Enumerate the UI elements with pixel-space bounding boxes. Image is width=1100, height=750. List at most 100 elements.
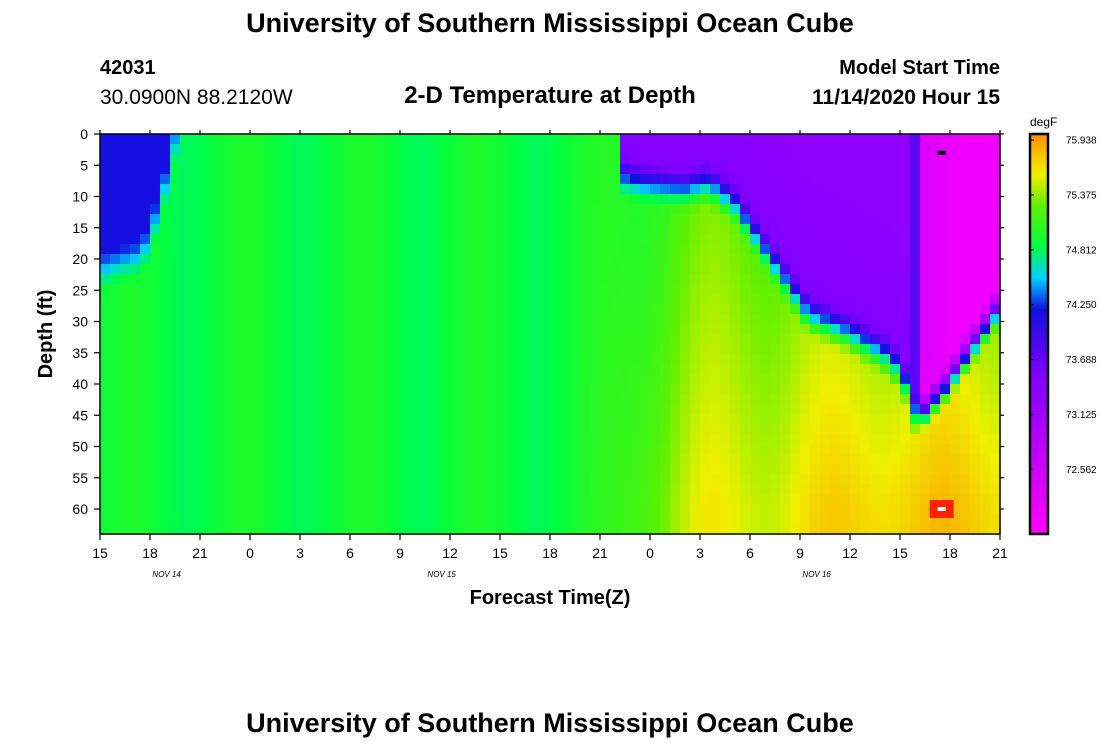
heatmap-cell (370, 464, 381, 475)
heatmap-cell (740, 384, 751, 395)
heatmap-cell (460, 384, 471, 395)
heatmap-cell (710, 294, 721, 305)
heatmap-cell (400, 484, 411, 495)
heatmap-cell (610, 374, 621, 385)
heatmap-cell (570, 154, 581, 165)
heatmap-cell (690, 224, 701, 235)
heatmap-cell (930, 334, 941, 345)
heatmap-cell (600, 204, 611, 215)
heatmap-cell (620, 304, 631, 315)
heatmap-cell (920, 494, 931, 505)
heatmap-cell (480, 294, 491, 305)
heatmap-cell (390, 154, 401, 165)
heatmap-cell (580, 514, 591, 525)
heatmap-cell (780, 324, 791, 335)
heatmap-cell (370, 294, 381, 305)
heatmap-cell (180, 394, 191, 405)
heatmap-cell (880, 284, 891, 295)
heatmap-cell (600, 464, 611, 475)
heatmap-cell (340, 464, 351, 475)
heatmap-cell (440, 174, 451, 185)
heatmap-cell (950, 174, 961, 185)
heatmap-cell (630, 264, 641, 275)
heatmap-cell (500, 314, 511, 325)
heatmap-cell (890, 144, 901, 155)
heatmap-cell (150, 444, 161, 455)
heatmap-cell (760, 514, 771, 525)
heatmap-cell (770, 204, 781, 215)
heatmap-cell (290, 364, 301, 375)
heatmap-cell (220, 194, 231, 205)
heatmap-cell (600, 514, 611, 525)
heatmap-cell (290, 344, 301, 355)
heatmap-cell (310, 164, 321, 175)
heatmap-cell (420, 434, 431, 445)
heatmap-cell (570, 514, 581, 525)
heatmap-cell (660, 404, 671, 415)
heatmap-cell (260, 314, 271, 325)
heatmap-cell (490, 174, 501, 185)
heatmap-cell (540, 154, 551, 165)
heatmap-cell (670, 164, 681, 175)
heatmap-cell (320, 294, 331, 305)
heatmap-cell (140, 504, 151, 515)
heatmap-cell (930, 434, 941, 445)
heatmap-cell (890, 244, 901, 255)
heatmap-cell (430, 174, 441, 185)
heatmap-cell (480, 284, 491, 295)
heatmap-cell (840, 494, 851, 505)
heatmap-cell (320, 274, 331, 285)
heatmap-cell (860, 164, 871, 175)
heatmap-cell (720, 214, 731, 225)
heatmap-cell (920, 424, 931, 435)
heatmap-cell (760, 254, 771, 265)
heatmap-cell (140, 414, 151, 425)
heatmap-cell (580, 394, 591, 405)
heatmap-cell (410, 354, 421, 365)
heatmap-cell (280, 314, 291, 325)
heatmap-cell (870, 164, 881, 175)
heatmap-cell (200, 294, 211, 305)
heatmap-cell (740, 314, 751, 325)
heatmap-cell (640, 184, 651, 195)
heatmap-cell (340, 204, 351, 215)
heatmap-cell (120, 224, 131, 235)
heatmap-cell (790, 264, 801, 275)
heatmap-cell (980, 514, 991, 525)
heatmap-cell (740, 224, 751, 235)
heatmap-cell (850, 184, 861, 195)
heatmap-cell (210, 414, 221, 425)
heatmap-cell (940, 134, 951, 145)
heatmap-cell (340, 394, 351, 405)
heatmap-cell (680, 524, 691, 535)
heatmap-cell (730, 324, 741, 335)
heatmap-cell (270, 144, 281, 155)
heatmap-cell (130, 424, 141, 435)
heatmap-cell (590, 144, 601, 155)
heatmap-cell (800, 524, 811, 535)
y-tick-label: 25 (72, 282, 88, 298)
heatmap-cell (770, 134, 781, 145)
heatmap-cell (860, 404, 871, 415)
heatmap-cell (590, 304, 601, 315)
heatmap-cell (470, 514, 481, 525)
heatmap-cell (780, 404, 791, 415)
heatmap-cell (430, 234, 441, 245)
heatmap-cell (770, 264, 781, 275)
heatmap-cell (570, 374, 581, 385)
heatmap-cell (910, 294, 921, 305)
heatmap-cell (260, 174, 271, 185)
heatmap-cell (300, 464, 311, 475)
heatmap-cell (450, 254, 461, 265)
heatmap-cell (270, 204, 281, 215)
heatmap-cell (230, 314, 241, 325)
heatmap-cell (420, 524, 431, 535)
heatmap-cell (800, 154, 811, 165)
heatmap-cell (770, 474, 781, 485)
heatmap-cell (390, 244, 401, 255)
heatmap-cell (720, 374, 731, 385)
heatmap-cell (980, 264, 991, 275)
heatmap-cell (440, 484, 451, 495)
heatmap-cell (530, 224, 541, 235)
heatmap-cell (680, 494, 691, 505)
